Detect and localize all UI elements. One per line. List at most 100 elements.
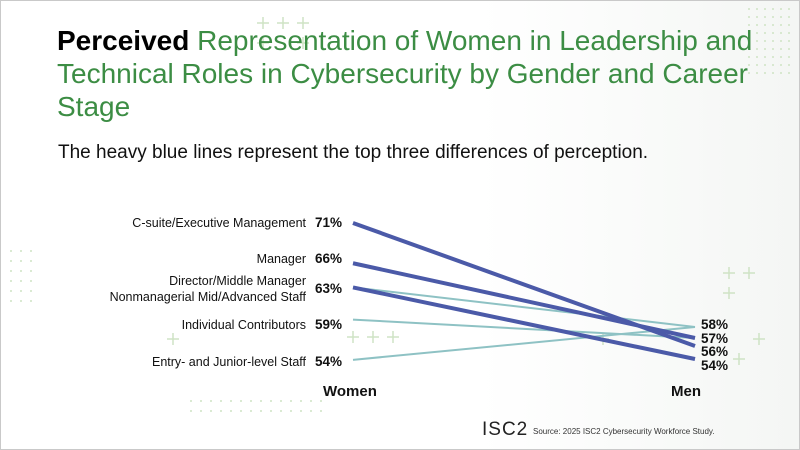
deco-dot bbox=[780, 8, 782, 10]
category-label: Individual Contributors bbox=[182, 318, 306, 332]
category-label: C-suite/Executive Management bbox=[132, 216, 306, 230]
deco-dot bbox=[780, 64, 782, 66]
deco-dot bbox=[220, 400, 222, 402]
deco-dot bbox=[260, 400, 262, 402]
deco-dot bbox=[20, 260, 22, 262]
deco-dot bbox=[270, 410, 272, 412]
deco-dot bbox=[20, 280, 22, 282]
deco-dot bbox=[788, 8, 790, 10]
deco-dot bbox=[756, 72, 758, 74]
category-label: Nonmanagerial Mid/Advanced Staff bbox=[110, 290, 307, 304]
deco-dot bbox=[290, 410, 292, 412]
deco-dot bbox=[748, 24, 750, 26]
deco-dot bbox=[756, 40, 758, 42]
series-line-6 bbox=[352, 326, 696, 361]
x-axis-label-men: Men bbox=[671, 383, 701, 400]
left-value-label: 59% bbox=[315, 317, 342, 332]
deco-dot bbox=[30, 260, 32, 262]
deco-dot bbox=[250, 410, 252, 412]
deco-dot bbox=[10, 260, 12, 262]
series-line-4 bbox=[352, 286, 696, 328]
deco-dot bbox=[240, 410, 242, 412]
right-value-label: 56% bbox=[701, 344, 728, 359]
deco-dot bbox=[30, 270, 32, 272]
deco-dot bbox=[772, 40, 774, 42]
right-values-group: 58%57%56%54% bbox=[701, 317, 728, 373]
deco-dot bbox=[10, 300, 12, 302]
deco-dot bbox=[230, 410, 232, 412]
category-labels-group: C-suite/Executive Management Manager Direc… bbox=[110, 216, 307, 369]
heavy-lines-group bbox=[352, 221, 696, 361]
deco-dot bbox=[788, 56, 790, 58]
x-axis-label-women: Women bbox=[323, 383, 377, 400]
deco-dot bbox=[788, 48, 790, 50]
deco-dot bbox=[10, 270, 12, 272]
isc2-logo: ISC2 bbox=[482, 419, 529, 440]
deco-dot bbox=[310, 410, 312, 412]
deco-dot bbox=[788, 72, 790, 74]
deco-dot bbox=[772, 48, 774, 50]
deco-dot bbox=[280, 400, 282, 402]
deco-dot bbox=[310, 400, 312, 402]
deco-dot bbox=[20, 250, 22, 252]
left-value-label: 66% bbox=[315, 251, 342, 266]
deco-dot bbox=[772, 16, 774, 18]
deco-dot bbox=[780, 16, 782, 18]
deco-dot bbox=[200, 400, 202, 402]
deco-dot bbox=[260, 410, 262, 412]
deco-dot bbox=[10, 280, 12, 282]
deco-dot bbox=[788, 24, 790, 26]
deco-dot bbox=[764, 16, 766, 18]
deco-dot bbox=[210, 400, 212, 402]
deco-dot bbox=[300, 410, 302, 412]
deco-dot bbox=[748, 48, 750, 50]
deco-dot bbox=[788, 32, 790, 34]
deco-dot bbox=[756, 64, 758, 66]
deco-dot bbox=[748, 72, 750, 74]
category-label: Manager bbox=[257, 252, 306, 266]
deco-dot bbox=[300, 400, 302, 402]
deco-dot bbox=[748, 64, 750, 66]
left-value-label: 63% bbox=[315, 281, 342, 296]
deco-dot bbox=[200, 410, 202, 412]
category-label: Director/Middle Manager bbox=[169, 274, 306, 288]
deco-dot bbox=[756, 48, 758, 50]
deco-dot bbox=[780, 32, 782, 34]
deco-dot bbox=[772, 72, 774, 74]
deco-dot bbox=[772, 8, 774, 10]
deco-dot bbox=[764, 24, 766, 26]
deco-dot bbox=[748, 40, 750, 42]
deco-dot bbox=[748, 56, 750, 58]
category-label: Entry- and Junior-level Staff bbox=[152, 355, 307, 369]
deco-dot bbox=[756, 16, 758, 18]
deco-dot bbox=[230, 400, 232, 402]
deco-dot bbox=[764, 56, 766, 58]
deco-dot bbox=[190, 410, 192, 412]
deco-dot bbox=[10, 290, 12, 292]
deco-dot bbox=[250, 400, 252, 402]
deco-dot bbox=[320, 410, 322, 412]
deco-dot bbox=[756, 32, 758, 34]
deco-dot bbox=[748, 32, 750, 34]
deco-dot bbox=[788, 64, 790, 66]
deco-dot bbox=[764, 8, 766, 10]
deco-dot bbox=[756, 56, 758, 58]
deco-dot bbox=[30, 290, 32, 292]
right-value-label: 57% bbox=[701, 331, 728, 346]
deco-dot bbox=[270, 400, 272, 402]
deco-dot bbox=[20, 290, 22, 292]
deco-dot bbox=[290, 400, 292, 402]
chart-title: Perceived Representation of Women in Lea… bbox=[57, 24, 757, 123]
title-emphasis: Perceived bbox=[57, 25, 190, 56]
title-rest: Representation of Women in Leadership an… bbox=[57, 25, 753, 122]
deco-dot bbox=[240, 400, 242, 402]
source-note: Source: 2025 ISC2 Cybersecurity Workforc… bbox=[533, 427, 715, 436]
deco-dot bbox=[190, 400, 192, 402]
deco-dot bbox=[764, 64, 766, 66]
deco-dot bbox=[30, 300, 32, 302]
deco-dot bbox=[780, 40, 782, 42]
deco-dot bbox=[30, 280, 32, 282]
